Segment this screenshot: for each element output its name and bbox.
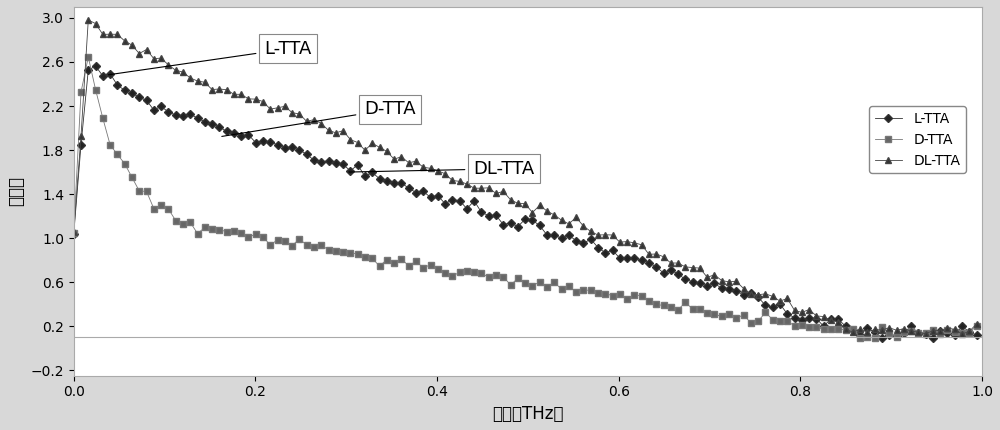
D-TTA — [68, 230, 80, 236]
Y-axis label: 折射率: 折射率 — [7, 176, 25, 206]
Legend: L-TTA, D-TTA, DL-TTA: L-TTA, D-TTA, DL-TTA — [869, 106, 966, 173]
Line: L-TTA: L-TTA — [71, 63, 979, 341]
D-TTA — [927, 327, 939, 332]
DL-TTA — [971, 321, 983, 326]
D-TTA — [636, 293, 648, 298]
L-TTA — [971, 333, 983, 338]
L-TTA — [90, 63, 102, 68]
L-TTA — [832, 316, 844, 322]
L-TTA — [636, 257, 648, 262]
D-TTA — [308, 245, 320, 250]
D-TTA — [286, 243, 298, 248]
Line: D-TTA: D-TTA — [71, 54, 979, 341]
D-TTA — [82, 55, 94, 60]
DL-TTA — [82, 18, 94, 23]
L-TTA — [308, 158, 320, 163]
L-TTA — [854, 332, 866, 337]
D-TTA — [854, 336, 866, 341]
Text: DL-TTA: DL-TTA — [349, 160, 535, 178]
DL-TTA — [636, 242, 648, 247]
D-TTA — [832, 326, 844, 332]
DL-TTA — [920, 331, 932, 336]
DL-TTA — [854, 326, 866, 332]
DL-TTA — [68, 230, 80, 235]
Line: DL-TTA: DL-TTA — [71, 17, 979, 337]
L-TTA — [286, 144, 298, 150]
DL-TTA — [308, 117, 320, 122]
DL-TTA — [286, 110, 298, 115]
X-axis label: 频率（THz）: 频率（THz） — [492, 405, 564, 423]
Text: L-TTA: L-TTA — [108, 40, 312, 75]
L-TTA — [927, 335, 939, 340]
D-TTA — [971, 323, 983, 329]
DL-TTA — [832, 319, 844, 325]
DL-TTA — [956, 332, 968, 337]
D-TTA — [861, 335, 873, 340]
Text: D-TTA: D-TTA — [222, 100, 416, 136]
L-TTA — [876, 335, 888, 340]
L-TTA — [68, 232, 80, 237]
